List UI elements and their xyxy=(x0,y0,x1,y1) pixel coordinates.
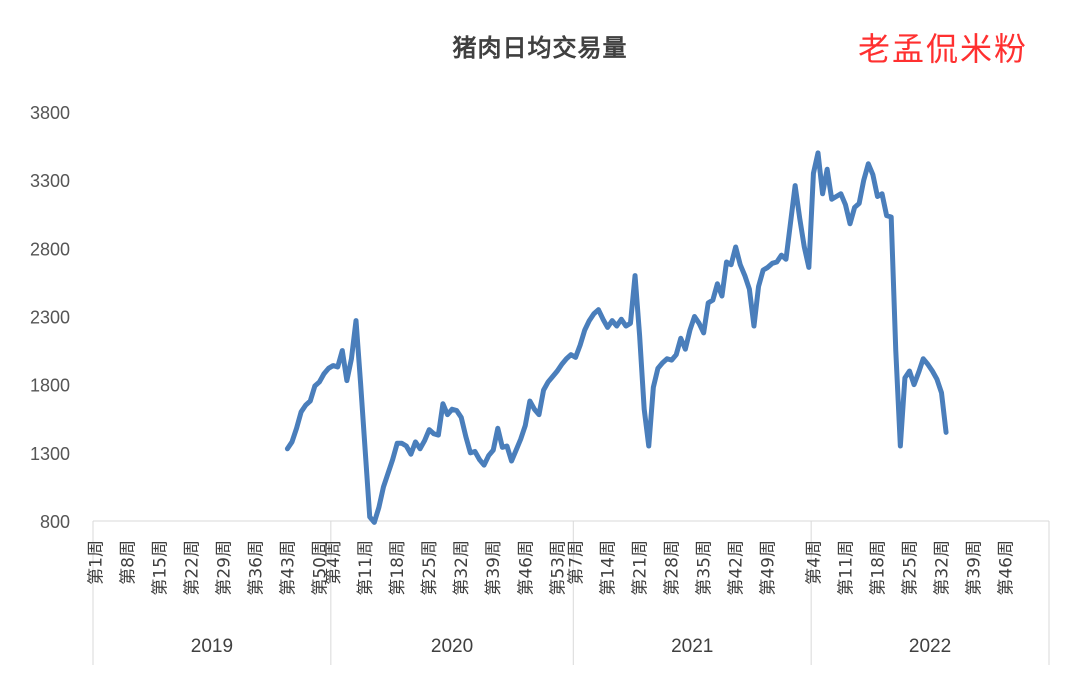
x-tick-label: 第22周 xyxy=(182,540,202,596)
x-tick-label: 第11周 xyxy=(356,540,376,596)
x-tick-label: 第18周 xyxy=(868,540,888,596)
plot-area xyxy=(284,150,949,525)
y-tick-label: 3300 xyxy=(30,171,70,191)
x-tick-label: 第29周 xyxy=(214,540,234,596)
year-label: 2021 xyxy=(671,636,713,657)
x-tick-label: 第15周 xyxy=(150,540,170,596)
chart-title: 猪肉日均交易量 xyxy=(452,34,628,62)
x-tick-label: 第39周 xyxy=(484,540,504,596)
x-tick-label: 第21周 xyxy=(631,540,651,596)
year-label: 2019 xyxy=(191,636,233,657)
y-tick-label: 3800 xyxy=(30,103,70,123)
x-tick-label: 第46周 xyxy=(516,540,536,596)
x-tick-label: 第50周 xyxy=(310,540,330,596)
y-tick-label: 2800 xyxy=(30,239,70,259)
x-tick-label: 第42周 xyxy=(727,540,747,596)
y-tick-label: 1300 xyxy=(30,444,70,464)
x-tick-label: 第39周 xyxy=(965,540,985,596)
x-tick-label: 第32周 xyxy=(933,540,953,596)
x-tick-label: 第25周 xyxy=(900,540,920,596)
x-tick-label: 第49周 xyxy=(759,540,779,596)
watermark-text: 老孟侃米粉 xyxy=(858,30,1029,68)
y-tick-label: 1800 xyxy=(30,376,70,396)
x-tick-label: 第35周 xyxy=(695,540,715,596)
x-tick-label: 第7周 xyxy=(567,540,587,585)
x-tick-label: 第25周 xyxy=(420,540,440,596)
series-line xyxy=(284,150,949,525)
y-tick-label: 2300 xyxy=(30,308,70,328)
year-label: 2020 xyxy=(431,636,473,657)
x-tick-label: 第4周 xyxy=(324,540,344,585)
x-tick-label: 第1周 xyxy=(86,540,106,585)
x-tick-label: 第4周 xyxy=(804,540,824,585)
y-tick-label: 800 xyxy=(40,512,70,532)
x-tick-label: 第8周 xyxy=(118,540,138,585)
y-axis: 800 1300 1800 2300 2800 3300 3800 xyxy=(30,103,70,532)
x-tick-label: 第32周 xyxy=(452,540,472,596)
x-tick-label: 第28周 xyxy=(663,540,683,596)
x-tick-label: 第11周 xyxy=(836,540,856,596)
x-tick-label: 第43周 xyxy=(278,540,298,596)
year-label: 2022 xyxy=(909,636,951,657)
x-tick-label: 第53周 xyxy=(548,540,568,596)
x-tick-label: 第36周 xyxy=(246,540,266,596)
x-tick-label: 第14周 xyxy=(599,540,619,596)
x-tick-label: 第46周 xyxy=(997,540,1017,596)
x-tick-label: 第18周 xyxy=(388,540,408,596)
